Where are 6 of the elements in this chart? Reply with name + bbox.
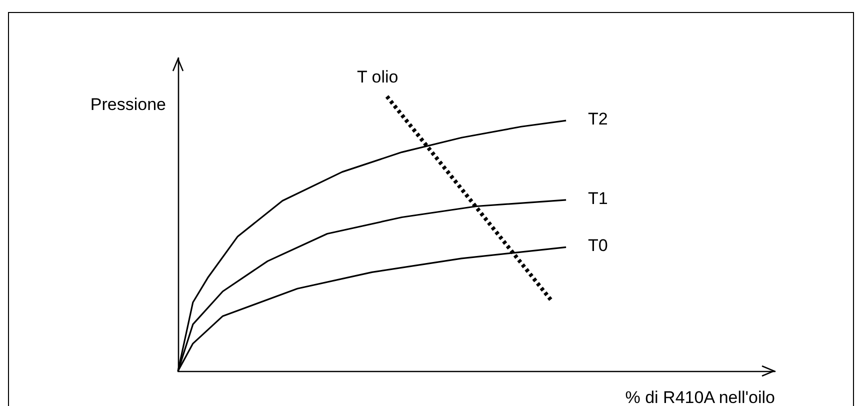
y-axis-title: Pressione: [90, 95, 166, 114]
series-label: T2: [588, 110, 608, 129]
series-label: T1: [588, 188, 608, 208]
x-axis-title: % di R410A nell'oilo: [625, 388, 775, 406]
series-label: T0: [588, 236, 608, 256]
series-label: T olio: [356, 67, 398, 86]
